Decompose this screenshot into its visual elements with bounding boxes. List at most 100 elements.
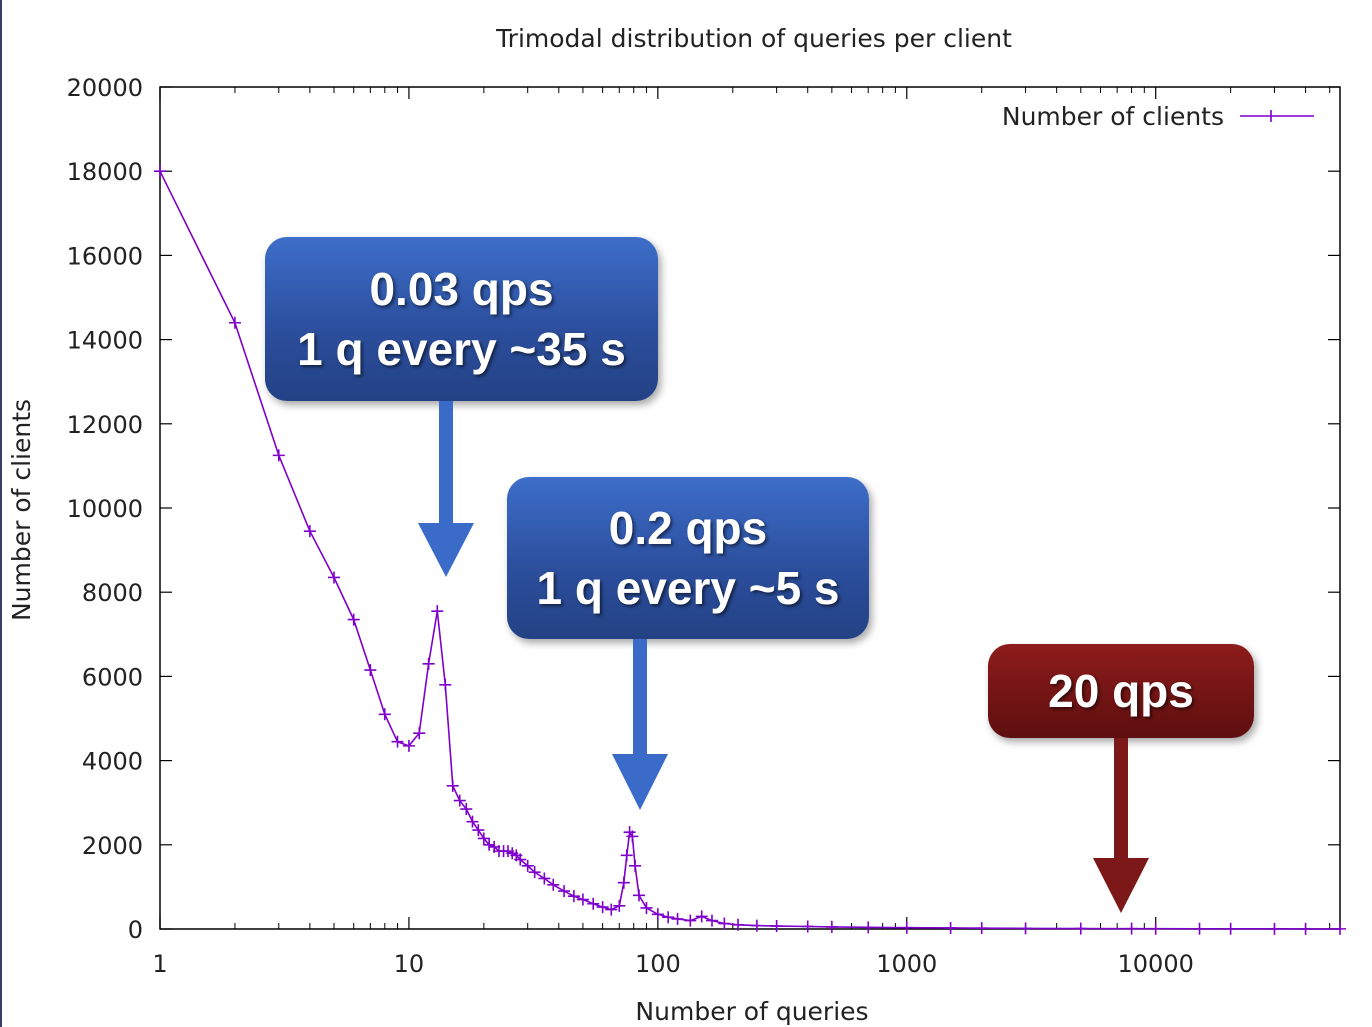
data-point — [1019, 922, 1032, 935]
callout-20-qps: 20 qps — [988, 644, 1254, 738]
y-tick-label: 0 — [128, 916, 143, 944]
data-point — [303, 525, 316, 538]
data-point — [477, 832, 490, 845]
data-point — [596, 901, 609, 914]
data-point — [750, 919, 763, 932]
x-tick-label: 10000 — [1118, 950, 1194, 978]
data-point — [620, 849, 633, 862]
arrow-down-icon-003-qps — [418, 401, 474, 577]
data-point — [1074, 922, 1087, 935]
data-point — [327, 571, 340, 584]
legend: Number of clients — [1002, 102, 1314, 131]
data-point — [154, 165, 166, 178]
x-tick-label: 1 — [152, 950, 167, 978]
y-tick-label: 14000 — [67, 327, 143, 355]
data-point — [446, 779, 459, 792]
series-number-of-clients — [154, 165, 1346, 935]
data-point — [483, 838, 496, 851]
data-point — [617, 876, 630, 889]
data-point — [900, 921, 913, 934]
y-tick-label: 20000 — [67, 74, 143, 102]
data-point — [671, 912, 684, 925]
data-point — [514, 853, 527, 866]
data-point — [695, 910, 708, 923]
callout-02-qps-line2: 1 q every ~5 s — [536, 562, 840, 614]
arrow-down-icon-20-qps — [1093, 738, 1149, 913]
data-point — [640, 901, 653, 914]
y-axis-title: Number of clients — [7, 399, 36, 621]
y-tick-label: 10000 — [67, 495, 143, 523]
data-point — [613, 899, 626, 912]
data-point — [944, 921, 957, 934]
data-point — [975, 922, 988, 935]
data-point — [1224, 922, 1237, 935]
data-point — [587, 897, 600, 910]
data-point — [862, 921, 875, 934]
y-tick-label: 12000 — [67, 411, 143, 439]
data-point — [567, 890, 580, 903]
y-tick-label: 18000 — [67, 158, 143, 186]
y-tick-label: 8000 — [82, 579, 143, 607]
callout-003-qps: 0.03 qps 1 q every ~35 s — [265, 237, 658, 401]
data-point — [705, 914, 718, 927]
data-point — [605, 903, 618, 916]
data-point — [413, 727, 426, 740]
data-point — [466, 815, 479, 828]
y-tick-label: 2000 — [82, 832, 143, 860]
data-point — [364, 664, 377, 677]
data-point — [439, 678, 452, 691]
data-point — [453, 794, 466, 807]
data-point — [576, 893, 589, 906]
data-point — [547, 878, 560, 891]
data-point — [402, 739, 415, 752]
data-point — [521, 859, 534, 872]
data-point — [558, 885, 571, 898]
data-point — [1193, 922, 1206, 935]
data-point — [431, 605, 444, 618]
data-point — [228, 316, 241, 329]
data-point — [801, 920, 814, 933]
data-point — [662, 911, 675, 924]
data-point — [629, 859, 642, 872]
data-point — [347, 613, 360, 626]
data-point — [528, 866, 541, 879]
data-point — [272, 449, 285, 462]
legend-entry-label: Number of clients — [1002, 102, 1224, 131]
x-tick-label: 10 — [394, 950, 425, 978]
data-point — [1334, 922, 1346, 935]
data-point — [633, 889, 646, 902]
data-point — [732, 918, 745, 931]
y-tick-label: 6000 — [82, 663, 143, 691]
callout-20-qps-line1: 20 qps — [1048, 665, 1194, 717]
data-point — [538, 872, 551, 885]
y-tick-label: 4000 — [82, 748, 143, 776]
data-point — [684, 914, 697, 927]
chart-title: Trimodal distribution of queries per cli… — [495, 24, 1012, 53]
axis-ticks: 0 2000 4000 6000 8000 10000 12000 14000 16000 180… — [67, 74, 1340, 978]
callout-02-qps-line1: 0.2 qps — [608, 502, 768, 554]
data-point — [460, 803, 473, 816]
data-point — [1149, 922, 1162, 935]
data-point — [1125, 922, 1138, 935]
data-point — [391, 735, 404, 748]
data-point — [626, 830, 639, 843]
data-point — [770, 920, 783, 933]
data-point — [422, 657, 435, 670]
callout-02-qps: 0.2 qps 1 q every ~5 s — [507, 477, 869, 639]
page-left-edge — [0, 0, 2, 1027]
data-point — [472, 824, 485, 837]
x-axis-title: Number of queries — [635, 997, 868, 1026]
x-tick-label: 100 — [635, 950, 681, 978]
arrow-down-icon-02-qps — [612, 639, 668, 810]
data-point — [1268, 922, 1281, 935]
x-tick-label: 1000 — [876, 950, 937, 978]
callout-003-qps-line2: 1 q every ~35 s — [297, 323, 626, 375]
data-point — [718, 917, 731, 930]
callout-003-qps-line1: 0.03 qps — [369, 263, 554, 315]
data-point — [651, 908, 664, 921]
data-point — [825, 920, 838, 933]
data-point — [378, 708, 391, 721]
y-tick-label: 16000 — [67, 242, 143, 270]
data-point — [1299, 922, 1312, 935]
